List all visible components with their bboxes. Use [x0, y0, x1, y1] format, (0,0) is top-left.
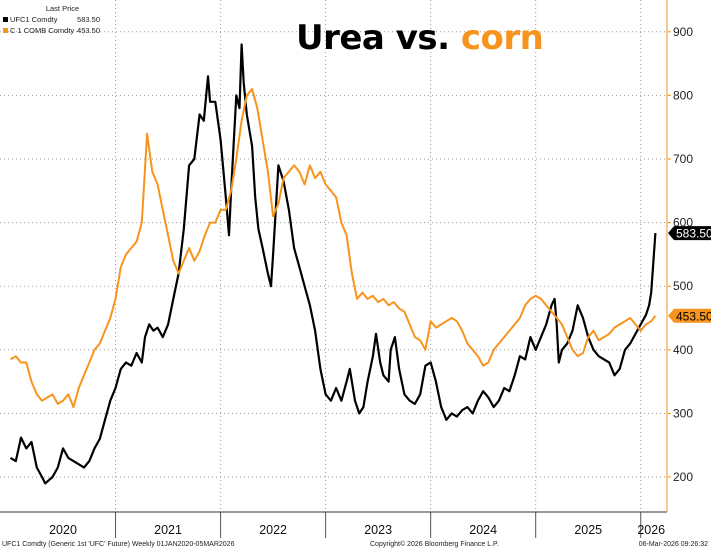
last-price-tag-box [668, 308, 711, 323]
last-price-tag-label: 583.50 [676, 227, 711, 241]
footer-source: UFC1 Comdty (Generic 1st 'UFC' Future) W… [2, 541, 235, 548]
y-tick-label: 900 [673, 25, 693, 39]
y-tick-label: 700 [673, 152, 693, 166]
last-price-tag-label: 453.50 [676, 309, 711, 323]
legend-value-urea: 583.50 [77, 15, 100, 24]
legend-swatch-urea [3, 17, 8, 22]
y-tick-label: 800 [673, 88, 693, 102]
chart-title-part2: corn [460, 18, 544, 58]
x-tick-label: 2022 [259, 523, 287, 537]
legend-value-corn: 453.50 [77, 26, 100, 35]
legend-item-corn: C 1 COMB Comdty 453.50 [3, 25, 100, 36]
grid-lines [0, 0, 667, 512]
last-price-tag-corn: 453.50 [668, 308, 711, 323]
last-price-tag-urea: 583.50 [668, 226, 711, 241]
footer-copyright: Copyright© 2026 Bloomberg Finance L.P. [370, 541, 499, 548]
x-axis: 2020 2021 2022 2023 2024 2025 2026 [0, 511, 667, 538]
x-tick-label: 2023 [364, 523, 392, 537]
last-price-tag-box [668, 226, 711, 241]
series-line-corn [9, 88, 657, 409]
x-tick-label: 2021 [154, 523, 182, 537]
legend-item-urea: UFC1 Comdty 583.50 [3, 14, 100, 25]
y-tick-label: 400 [673, 343, 693, 357]
legend: Last Price UFC1 Comdty 583.50 C 1 COMB C… [3, 4, 100, 36]
series-lines [9, 43, 657, 485]
last-price-tags: 453.50 583.50 [668, 226, 711, 323]
x-tick-label: 2020 [49, 523, 77, 537]
chart-title: Urea vs. corn [296, 18, 544, 58]
legend-swatch-corn [3, 28, 8, 33]
legend-name-corn: C 1 COMB Comdty [10, 26, 75, 35]
y-tick-label: 300 [673, 406, 693, 420]
y-tick-label: 500 [673, 279, 693, 293]
chart-title-part1: Urea vs. [296, 18, 450, 58]
legend-name-urea: UFC1 Comdty [10, 15, 58, 24]
x-tick-label: 2024 [469, 523, 497, 537]
legend-header: Last Price [45, 4, 80, 13]
x-tick-label: 2025 [574, 523, 602, 537]
x-tick-label: 2026 [637, 523, 665, 537]
series-line-urea [9, 43, 657, 485]
footer-timestamp: 06-Mar-2026 09:26:32 [638, 541, 708, 548]
y-tick-label: 200 [673, 470, 693, 484]
